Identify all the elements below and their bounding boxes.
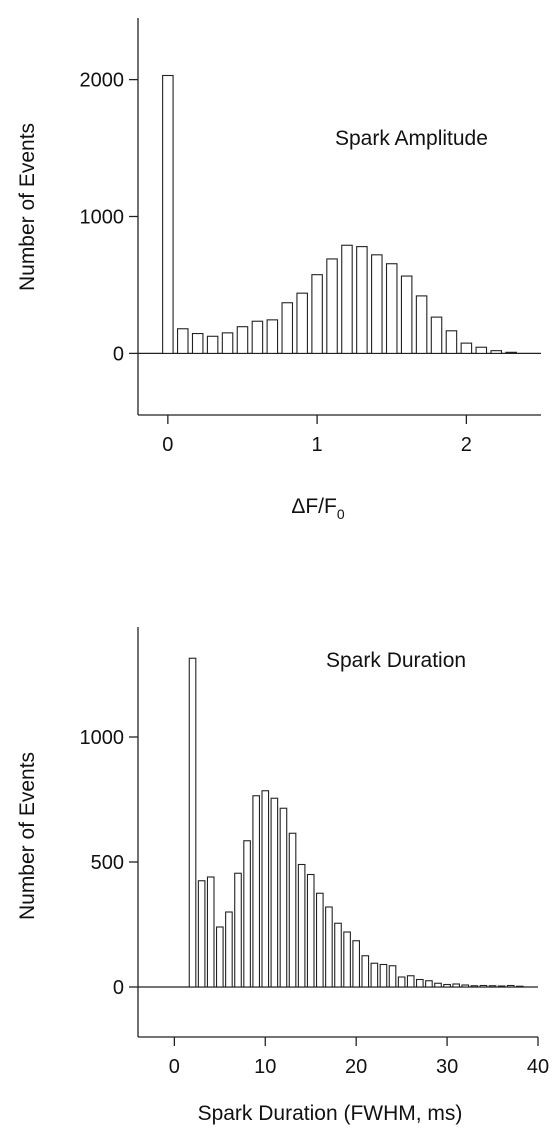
histogram-bar [251,320,264,354]
histogram-bar [221,332,234,354]
histogram-bar [425,980,433,988]
histogram-bar [315,892,324,988]
annotation-label: Spark Duration [326,649,466,672]
histogram-bar [162,74,174,354]
histogram-bar [443,983,451,988]
x-tick-label: 40 [527,1056,549,1078]
x-tick-label: 30 [436,1056,458,1078]
histogram-bar [225,911,233,988]
histogram-bar [279,807,288,988]
histogram-bar [188,657,197,988]
histogram-bar [297,863,306,988]
y-tick-label: 1000 [80,727,125,749]
histogram-bar [445,330,458,354]
spark-amplitude-histogram: 0 1000 2000 0 1 2 Spark Amplitude Number of E… [16,18,541,522]
plot-layer: 0 1000 2000 0 1 2 [80,18,541,456]
histogram-bar [400,275,413,354]
histogram-bar [352,940,361,988]
histogram-bar [243,840,251,988]
y-tick-label: 500 [91,852,124,874]
histogram-bar [506,984,515,988]
histogram-bar [490,350,502,354]
histogram-bar [306,873,315,988]
histogram-bar [234,872,242,988]
histogram-bar [515,985,524,988]
histogram-bar [197,880,206,988]
x-axis-label-subscript: 0 [337,506,345,522]
y-axis-label: Number of Events [16,123,39,291]
histogram-bar [236,326,249,354]
x-axis-label: ΔF/F0 [291,495,345,522]
spark-duration-histogram: 0 500 1000 0 10 20 30 40 Spark Duration Number … [16,627,549,1125]
histogram-bar [266,319,279,354]
histogram-bar [452,983,461,988]
histogram-bar [415,978,424,988]
histogram-bar [341,244,353,354]
histogram-bar [252,795,261,988]
histogram-bar [406,975,415,988]
histogram-bar [430,316,443,354]
histogram-bar [415,295,428,354]
x-tick-label: 0 [162,434,173,456]
histogram-bar [475,346,488,354]
histogram-bar [470,985,479,988]
histogram-bar [361,955,370,988]
histogram-bar [371,254,383,354]
histogram-bar [505,351,517,354]
y-tick-label: 0 [113,977,124,999]
histogram-bar [288,832,297,988]
x-axis-label: Spark Duration (FWHM, ms) [198,1102,463,1125]
annotation-label: Spark Amplitude [335,127,488,150]
x-tick-label: 10 [254,1056,276,1078]
histogram-bar [281,302,294,354]
x-tick-label: 2 [461,434,472,456]
histogram-bar [379,963,388,988]
histogram-bar [206,335,219,354]
x-axis-label-main: ΔF/F [291,495,337,518]
histogram-bar [434,982,442,988]
x-tick-label: 20 [345,1056,367,1078]
histogram-bar [326,258,338,354]
histogram-bar [261,790,270,988]
x-tick-label: 1 [312,434,323,456]
histogram-bar [177,328,189,354]
y-axis-label: Number of Events [16,752,39,920]
histogram-bar [343,931,351,988]
histogram-bar [206,876,215,988]
histogram-bar [479,984,488,988]
histogram-bar [191,332,204,354]
plot-layer: 0 500 1000 0 10 20 30 40 [80,627,549,1078]
histogram-bar [334,922,342,988]
histogram-bar [270,797,279,988]
histogram-bar [311,274,323,354]
y-tick-label: 1000 [80,207,125,229]
x-tick-label: 0 [169,1056,180,1078]
histogram-bar [461,984,470,988]
y-tick-label: 2000 [80,70,125,92]
histogram-bar [488,985,497,988]
histogram-bar [385,263,398,354]
histogram-bar [460,342,473,354]
histogram-bar [325,906,333,988]
histogram-bar [497,985,506,988]
histogram-bar [388,965,397,988]
histogram-bar [296,292,308,354]
histogram-bar [397,976,406,988]
histogram-bar [356,246,368,354]
histogram-bar [370,962,379,988]
y-tick-label: 0 [113,343,124,365]
histogram-bar [215,926,224,988]
